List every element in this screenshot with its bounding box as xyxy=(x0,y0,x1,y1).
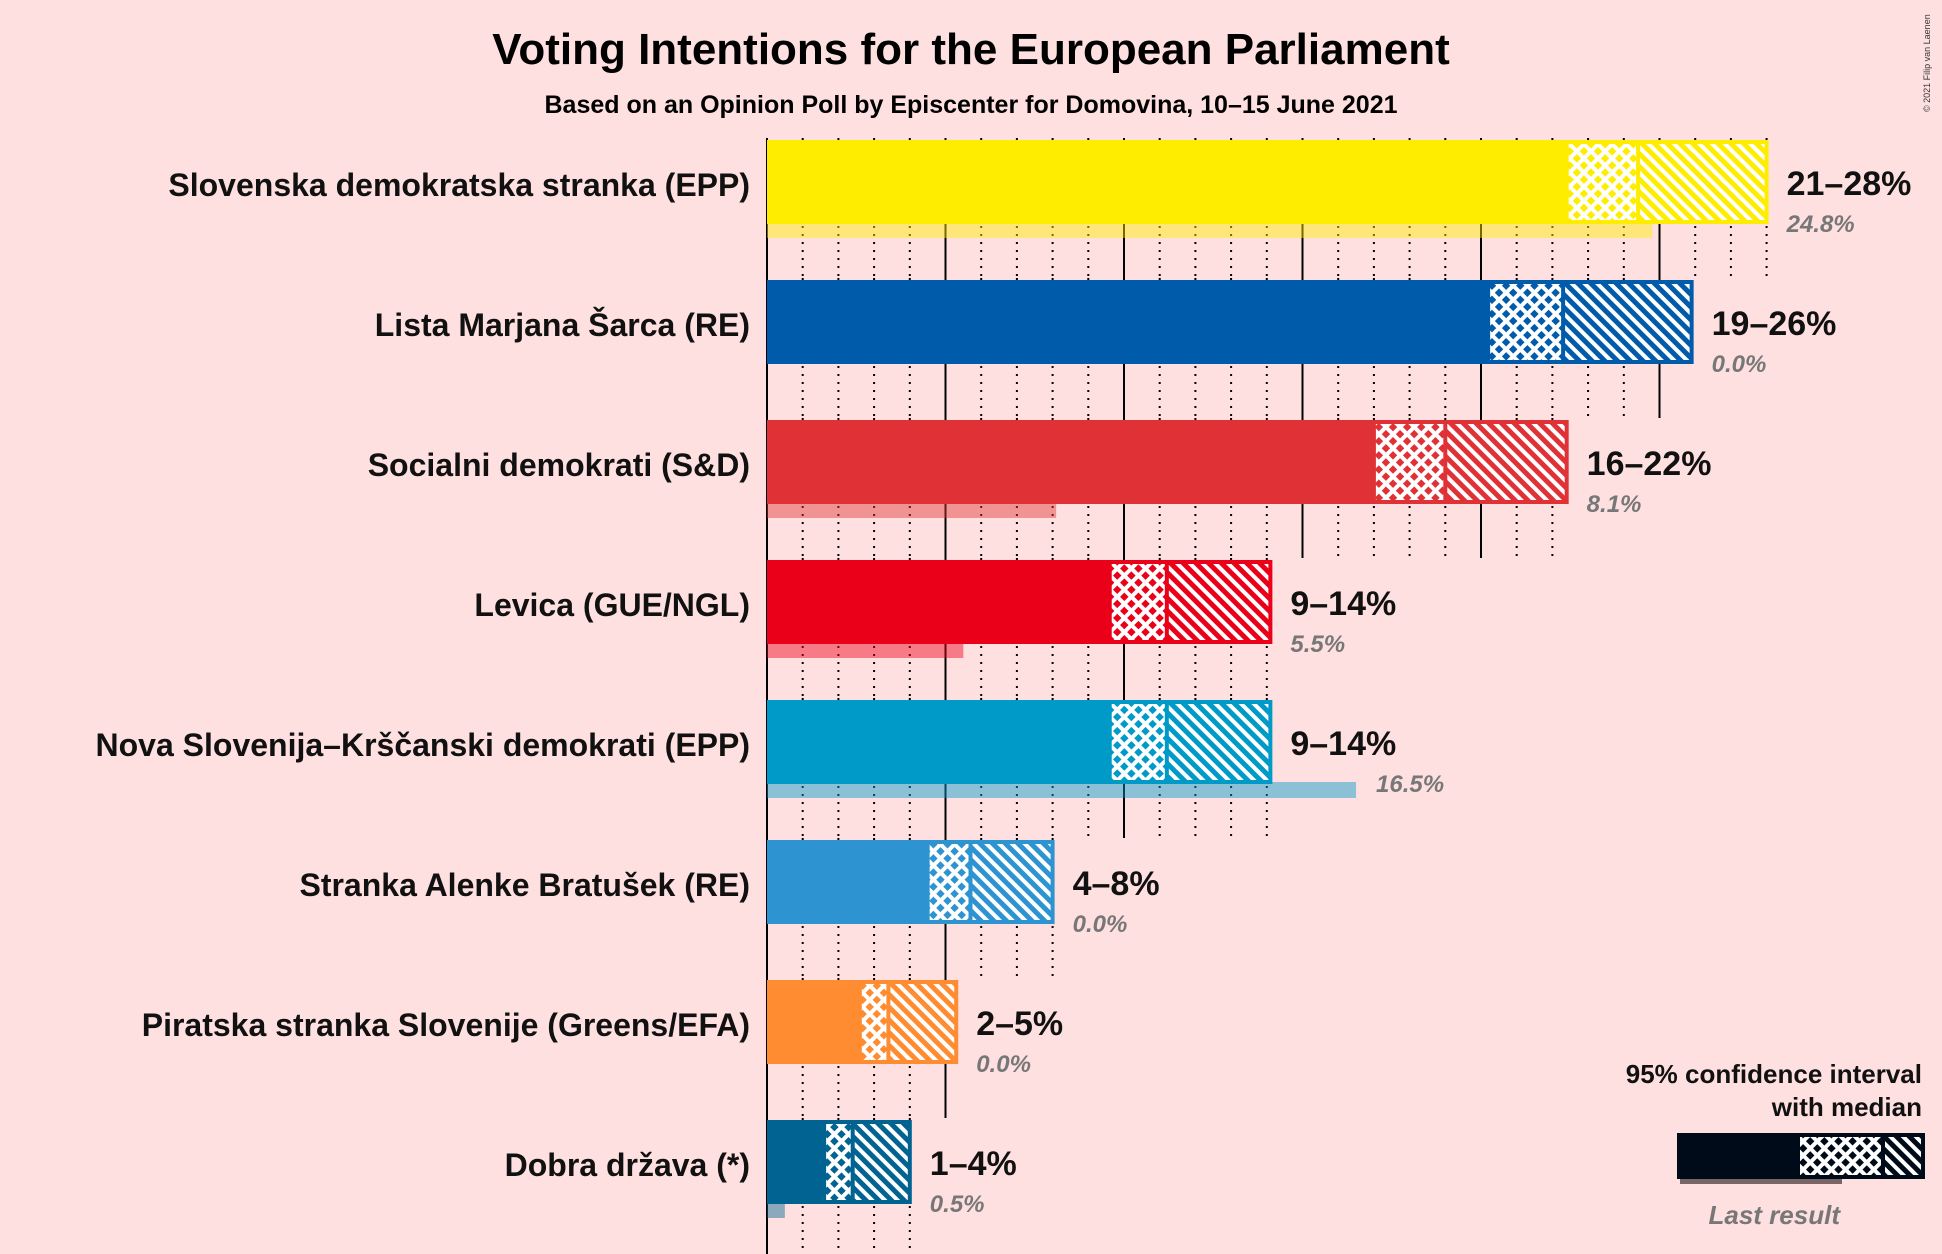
last-result-label: 0.0% xyxy=(1712,351,1767,378)
bar-solid xyxy=(767,700,1110,784)
legend-title-line2: with median xyxy=(1771,1092,1922,1122)
bar-hatch xyxy=(1166,560,1271,644)
legend-hatch xyxy=(1883,1135,1923,1177)
range-label: 1–4% xyxy=(930,1145,1017,1183)
bar-solid xyxy=(767,980,860,1064)
bar-interval-outline xyxy=(1107,560,1273,644)
range-label: 21–28% xyxy=(1787,165,1912,203)
range-label: 2–5% xyxy=(976,1005,1063,1043)
bar-hatch xyxy=(1638,140,1767,224)
bar-crosshatch xyxy=(927,840,971,924)
bar-solid xyxy=(767,280,1489,364)
last-result-bar xyxy=(767,222,1653,238)
bar-solid xyxy=(767,840,928,924)
bar-solid xyxy=(767,140,1567,224)
bar-solid xyxy=(767,1120,825,1204)
bar-interval-outline xyxy=(1486,280,1694,364)
bar-hatch xyxy=(1166,700,1271,784)
party-label: Nova Slovenija–Krščanski demokrati (EPP) xyxy=(96,727,750,763)
range-label: 16–22% xyxy=(1587,445,1712,483)
bar-interval-outline xyxy=(1107,700,1273,784)
last-result-label: 0.5% xyxy=(930,1191,985,1218)
bar-solid xyxy=(767,420,1374,504)
bar-crosshatch xyxy=(824,1120,853,1204)
bar-interval-outline xyxy=(822,1120,912,1204)
bar-interval-outline xyxy=(925,840,1055,924)
range-label: 4–8% xyxy=(1073,865,1160,903)
party-label: Levica (GUE/NGL) xyxy=(474,587,750,623)
bar-solid xyxy=(767,560,1110,644)
copyright-text: © 2021 Filip van Laenen xyxy=(1922,14,1932,112)
legend-solid-bar xyxy=(1679,1135,1800,1177)
party-label: Piratska stranka Slovenije (Greens/EFA) xyxy=(142,1007,750,1043)
bar-hatch xyxy=(1445,420,1567,504)
last-result-label: 8.1% xyxy=(1587,491,1642,518)
bar-hatch xyxy=(1563,280,1692,364)
chart-subtitle: Based on an Opinion Poll by Episcenter f… xyxy=(544,91,1397,119)
chart-title: Voting Intentions for the European Parli… xyxy=(492,25,1450,74)
bar-hatch xyxy=(888,980,957,1064)
last-result-label: 0.0% xyxy=(1073,911,1128,938)
last-result-bar xyxy=(767,642,964,658)
last-result-label: 16.5% xyxy=(1376,771,1444,798)
bar-hatch xyxy=(970,840,1053,924)
legend-outline xyxy=(1677,1133,1925,1179)
bars-group: Slovenska demokratska stranka (EPP) 21–28… xyxy=(96,138,1912,1254)
last-result-bar xyxy=(767,782,1357,798)
party-label: Stranka Alenke Bratušek (RE) xyxy=(299,867,750,903)
bar-crosshatch xyxy=(1109,560,1167,644)
legend: 95% confidence interval with median Last… xyxy=(1626,1059,1925,1230)
last-result-label: 24.8% xyxy=(1786,211,1855,238)
range-label: 9–14% xyxy=(1290,725,1396,763)
legend-last-result-label: Last result xyxy=(1709,1200,1842,1230)
bar-crosshatch xyxy=(1566,140,1639,224)
last-result-bar xyxy=(767,1202,785,1218)
bar-crosshatch xyxy=(1109,700,1167,784)
bar-interval-outline xyxy=(1564,140,1769,224)
range-label: 19–26% xyxy=(1712,305,1837,343)
legend-crosshatch xyxy=(1800,1135,1883,1177)
party-label: Socialni demokrati (S&D) xyxy=(368,447,750,483)
bar-crosshatch xyxy=(1488,280,1564,364)
last-result-label: 0.0% xyxy=(976,1051,1031,1078)
party-label: Lista Marjana Šarca (RE) xyxy=(375,307,750,343)
range-label: 9–14% xyxy=(1290,585,1396,623)
bar-crosshatch xyxy=(1373,420,1446,504)
bar-hatch xyxy=(852,1120,910,1204)
party-label: Dobra država (*) xyxy=(505,1147,750,1183)
bar-interval-outline xyxy=(857,980,959,1064)
bar-interval-outline xyxy=(1371,420,1569,504)
bar-crosshatch xyxy=(859,980,889,1064)
last-result-label: 5.5% xyxy=(1290,631,1345,658)
party-label: Slovenska demokratska stranka (EPP) xyxy=(168,167,750,203)
legend-title-line1: 95% confidence interval xyxy=(1626,1059,1922,1089)
last-result-bar xyxy=(767,502,1057,518)
